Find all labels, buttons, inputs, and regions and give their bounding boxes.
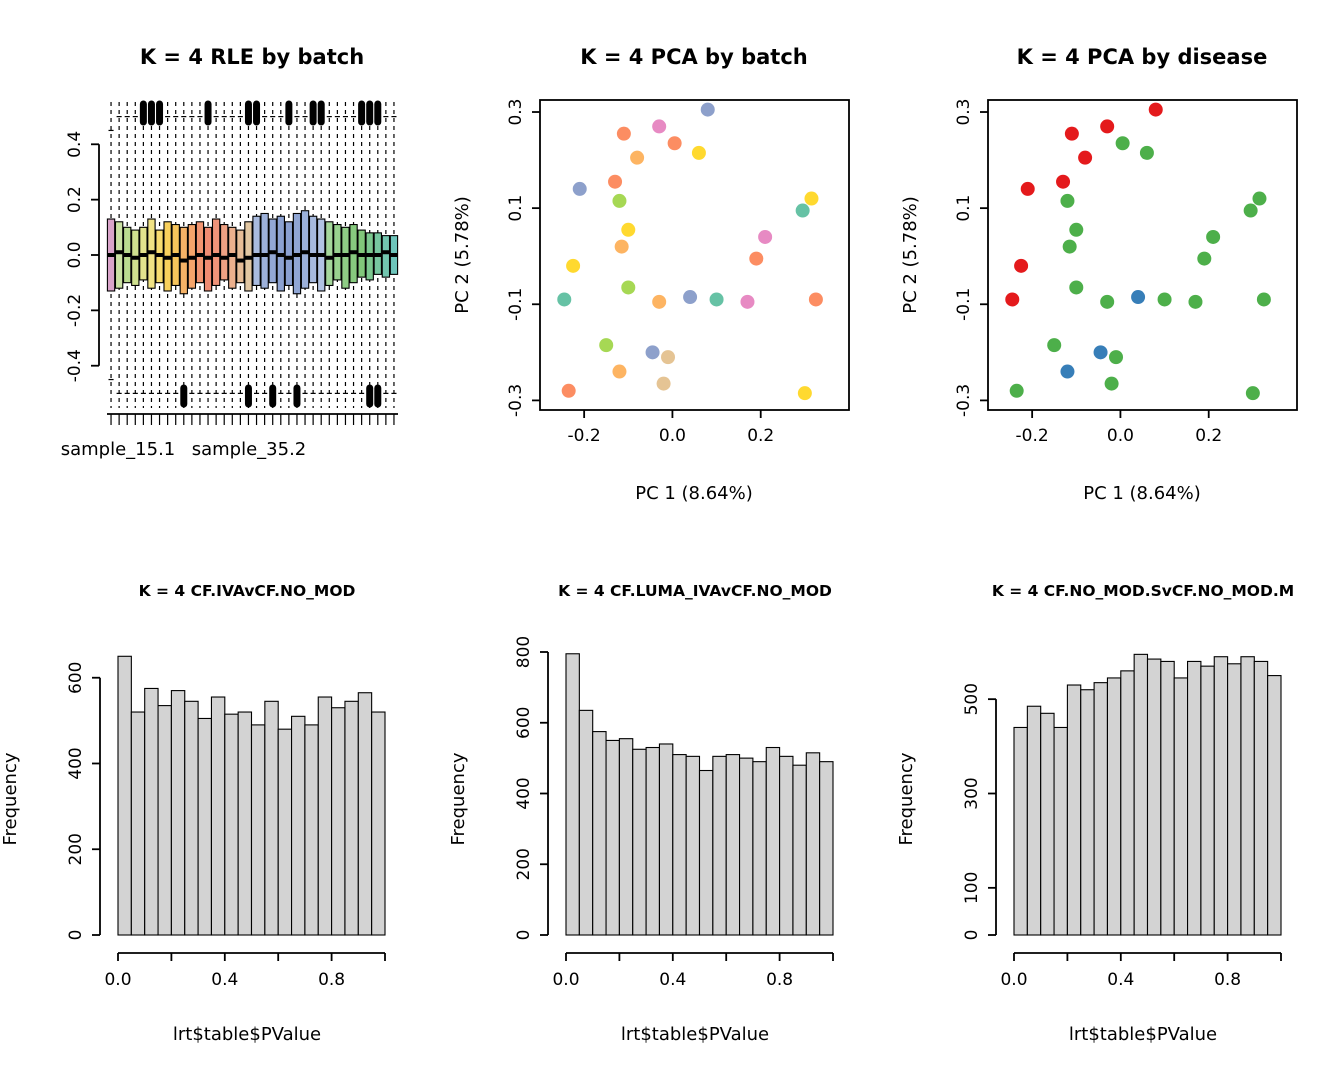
x-axis-label: lrt$table$PValue bbox=[621, 1024, 769, 1045]
hist-cf-iva-marks: 0 200 400 600 0.0 0.4 0.8 bbox=[66, 655, 386, 990]
svg-text:800: 800 bbox=[514, 636, 534, 668]
svg-text:-0.3: -0.3 bbox=[506, 384, 526, 417]
svg-text:-0.2: -0.2 bbox=[1016, 426, 1049, 446]
x-axis-label: PC 1 (8.64%) bbox=[635, 483, 753, 504]
svg-text:0.0: 0.0 bbox=[1107, 426, 1134, 446]
chart-title: K = 4 CF.NO_MOD.SvCF.NO_MOD.M bbox=[992, 582, 1294, 600]
svg-text:-0.1: -0.1 bbox=[506, 288, 526, 321]
svg-text:600: 600 bbox=[66, 662, 86, 694]
svg-text:0.0: 0.0 bbox=[65, 241, 85, 268]
svg-text:-0.2: -0.2 bbox=[65, 294, 85, 327]
svg-text:0.0: 0.0 bbox=[104, 970, 131, 990]
svg-text:0: 0 bbox=[66, 930, 86, 941]
svg-text:-0.3: -0.3 bbox=[954, 384, 974, 417]
hist-cf-iva-plot: 0 200 400 600 0.0 0.4 0.8 K = 4 CF.IVAvCF.NO_M… bbox=[0, 582, 386, 1045]
svg-text:-0.2: -0.2 bbox=[568, 426, 601, 446]
x-tick-label-sample-35: sample_35.2 bbox=[192, 439, 307, 460]
svg-text:0.2: 0.2 bbox=[65, 186, 85, 213]
chart-title: K = 4 CF.LUMA_IVAvCF.NO_MOD bbox=[558, 582, 832, 600]
svg-text:0.0: 0.0 bbox=[1000, 970, 1027, 990]
svg-text:400: 400 bbox=[66, 747, 86, 779]
x-axis-label: lrt$table$PValue bbox=[1069, 1024, 1217, 1045]
svg-text:500: 500 bbox=[962, 683, 982, 715]
svg-text:600: 600 bbox=[514, 707, 534, 739]
svg-text:200: 200 bbox=[514, 848, 534, 880]
chart-title: K = 4 CF.IVAvCF.NO_MOD bbox=[139, 582, 356, 600]
hist-cf-nomod-panel: 0 100 300 500 0.0 0.4 0.8 K = 4 CF.NO_MOD.SvCF… bbox=[896, 537, 1344, 1075]
y-axis-label: Frequency bbox=[448, 752, 469, 845]
svg-text:0: 0 bbox=[962, 930, 982, 941]
svg-text:-0.4: -0.4 bbox=[65, 349, 85, 382]
svg-text:0.2: 0.2 bbox=[747, 426, 774, 446]
svg-text:0: 0 bbox=[514, 930, 534, 941]
svg-text:0.2: 0.2 bbox=[1195, 426, 1222, 446]
hist-cf-luma-plot: 0 200 400 600 800 0.0 0.4 0.8 K = 4 CF.LUMA_IVA… bbox=[448, 582, 834, 1045]
svg-text:300: 300 bbox=[962, 777, 982, 809]
svg-text:0.3: 0.3 bbox=[954, 98, 974, 125]
x-axis-label: lrt$table$PValue bbox=[173, 1024, 321, 1045]
pca-by-disease-panel: -0.2 0.0 0.2 -0.3 -0.1 0.1 0.3 K = 4 PCA by di… bbox=[896, 0, 1344, 538]
chart-title: K = 4 PCA by batch bbox=[580, 45, 807, 69]
chart-title: K = 4 RLE by batch bbox=[140, 45, 364, 69]
svg-text:0.8: 0.8 bbox=[318, 970, 345, 990]
pca-batch-scatter-marks: -0.2 0.0 0.2 -0.3 -0.1 0.1 0.3 bbox=[506, 98, 850, 446]
svg-text:0.0: 0.0 bbox=[552, 970, 579, 990]
pca-by-batch-panel: -0.2 0.0 0.2 -0.3 -0.1 0.1 0.3 K = 4 PCA by ba… bbox=[448, 0, 896, 538]
pca-disease-scatter-marks: -0.2 0.0 0.2 -0.3 -0.1 0.1 0.3 bbox=[954, 98, 1298, 446]
svg-text:0.8: 0.8 bbox=[766, 970, 793, 990]
svg-text:0.4: 0.4 bbox=[659, 970, 686, 990]
svg-text:0.4: 0.4 bbox=[65, 131, 85, 158]
svg-text:0.1: 0.1 bbox=[506, 195, 526, 222]
svg-text:-0.1: -0.1 bbox=[954, 288, 974, 321]
y-axis-label: Frequency bbox=[0, 752, 21, 845]
svg-text:0.8: 0.8 bbox=[1214, 970, 1241, 990]
chart-title: K = 4 PCA by disease bbox=[1017, 45, 1268, 69]
y-axis-label: PC 2 (5.78%) bbox=[452, 196, 473, 314]
hist-cf-nomod-marks: 0 100 300 500 0.0 0.4 0.8 bbox=[962, 653, 1282, 990]
svg-text:0.3: 0.3 bbox=[506, 98, 526, 125]
rle-by-batch-panel: -0.4 -0.2 0.0 0.2 0.4 K = 4 RLE by batch sam… bbox=[0, 0, 448, 538]
svg-text:0.4: 0.4 bbox=[211, 970, 238, 990]
svg-text:200: 200 bbox=[66, 833, 86, 865]
hist-cf-iva-panel: 0 200 400 600 0.0 0.4 0.8 K = 4 CF.IVAvCF.NO_M… bbox=[0, 537, 448, 1075]
pca-batch-scatter: -0.2 0.0 0.2 -0.3 -0.1 0.1 0.3 K = 4 PCA by ba… bbox=[452, 45, 850, 504]
hist-cf-luma-panel: 0 200 400 600 800 0.0 0.4 0.8 K = 4 CF.LUMA_IVA… bbox=[448, 537, 896, 1075]
rle-boxplot-marks: -0.4 -0.2 0.0 0.2 0.4 bbox=[65, 100, 399, 425]
svg-text:100: 100 bbox=[962, 872, 982, 904]
svg-text:400: 400 bbox=[514, 777, 534, 809]
svg-text:0.1: 0.1 bbox=[954, 195, 974, 222]
y-axis-label: Frequency bbox=[896, 752, 917, 845]
hist-cf-nomod-plot: 0 100 300 500 0.0 0.4 0.8 K = 4 CF.NO_MOD.SvCF… bbox=[896, 582, 1294, 1045]
x-axis-label: PC 1 (8.64%) bbox=[1083, 483, 1201, 504]
x-tick-label-sample-15: sample_15.1 bbox=[61, 439, 176, 460]
rle-boxplot: -0.4 -0.2 0.0 0.2 0.4 K = 4 RLE by batch sam… bbox=[61, 45, 399, 460]
svg-text:0.4: 0.4 bbox=[1107, 970, 1134, 990]
hist-cf-luma-marks: 0 200 400 600 800 0.0 0.4 0.8 bbox=[514, 636, 834, 990]
svg-text:0.0: 0.0 bbox=[659, 426, 686, 446]
pca-disease-scatter: -0.2 0.0 0.2 -0.3 -0.1 0.1 0.3 K = 4 PCA by di… bbox=[900, 45, 1298, 504]
y-axis-label: PC 2 (5.78%) bbox=[900, 196, 921, 314]
